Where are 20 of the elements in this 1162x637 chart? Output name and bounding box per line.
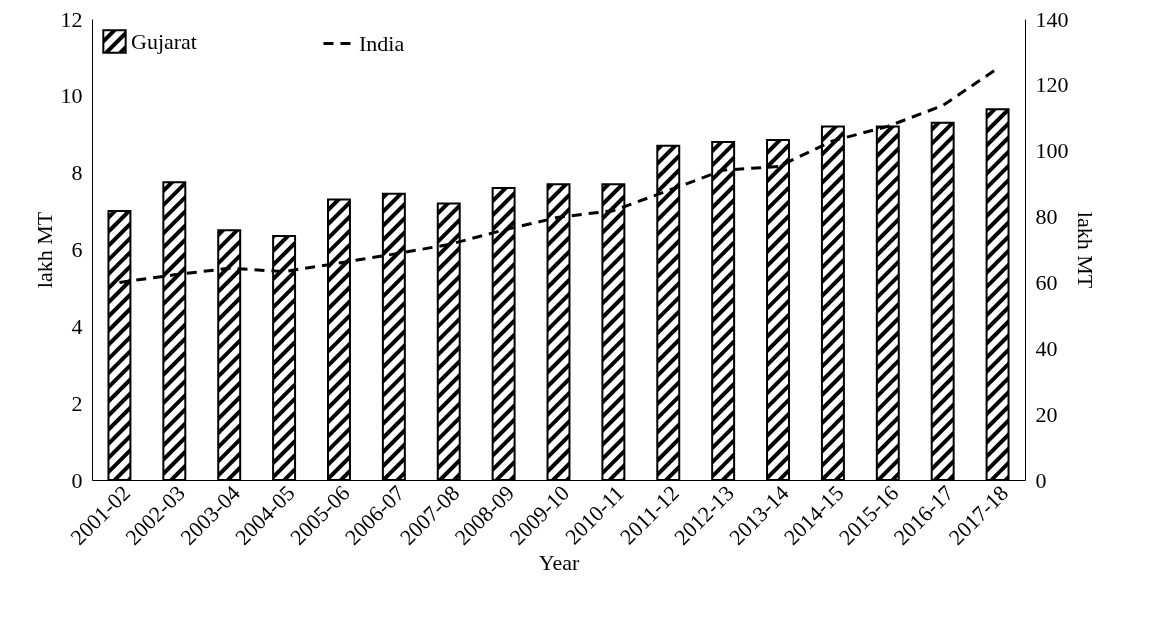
y-tick-label: 10 <box>60 83 83 109</box>
y2-axis-title: lakh MT <box>1072 211 1098 289</box>
y-axis-title: lakh MT <box>31 211 57 289</box>
y2-tick-label: 120 <box>1035 72 1069 98</box>
y2-tick-label: 20 <box>1035 401 1058 427</box>
legend-label: India <box>359 30 405 56</box>
y2-tick-label: 40 <box>1035 335 1058 361</box>
y-tick-label: 12 <box>60 6 83 32</box>
y-tick-label: 4 <box>71 313 83 339</box>
y2-tick-label: 140 <box>1035 6 1069 32</box>
y2-tick-label: 0 <box>1035 467 1047 493</box>
x-axis-title: Year <box>538 550 580 576</box>
y2-tick-label: 100 <box>1035 138 1069 164</box>
y-tick-label: 0 <box>71 467 83 493</box>
y-tick-label: 8 <box>71 160 83 186</box>
y-tick-label: 6 <box>71 237 83 262</box>
y-tick-label: 2 <box>71 390 83 416</box>
legend-label: Gujarat <box>131 28 197 54</box>
y2-tick-label: 60 <box>1035 269 1058 295</box>
y2-tick-label: 80 <box>1035 204 1058 230</box>
